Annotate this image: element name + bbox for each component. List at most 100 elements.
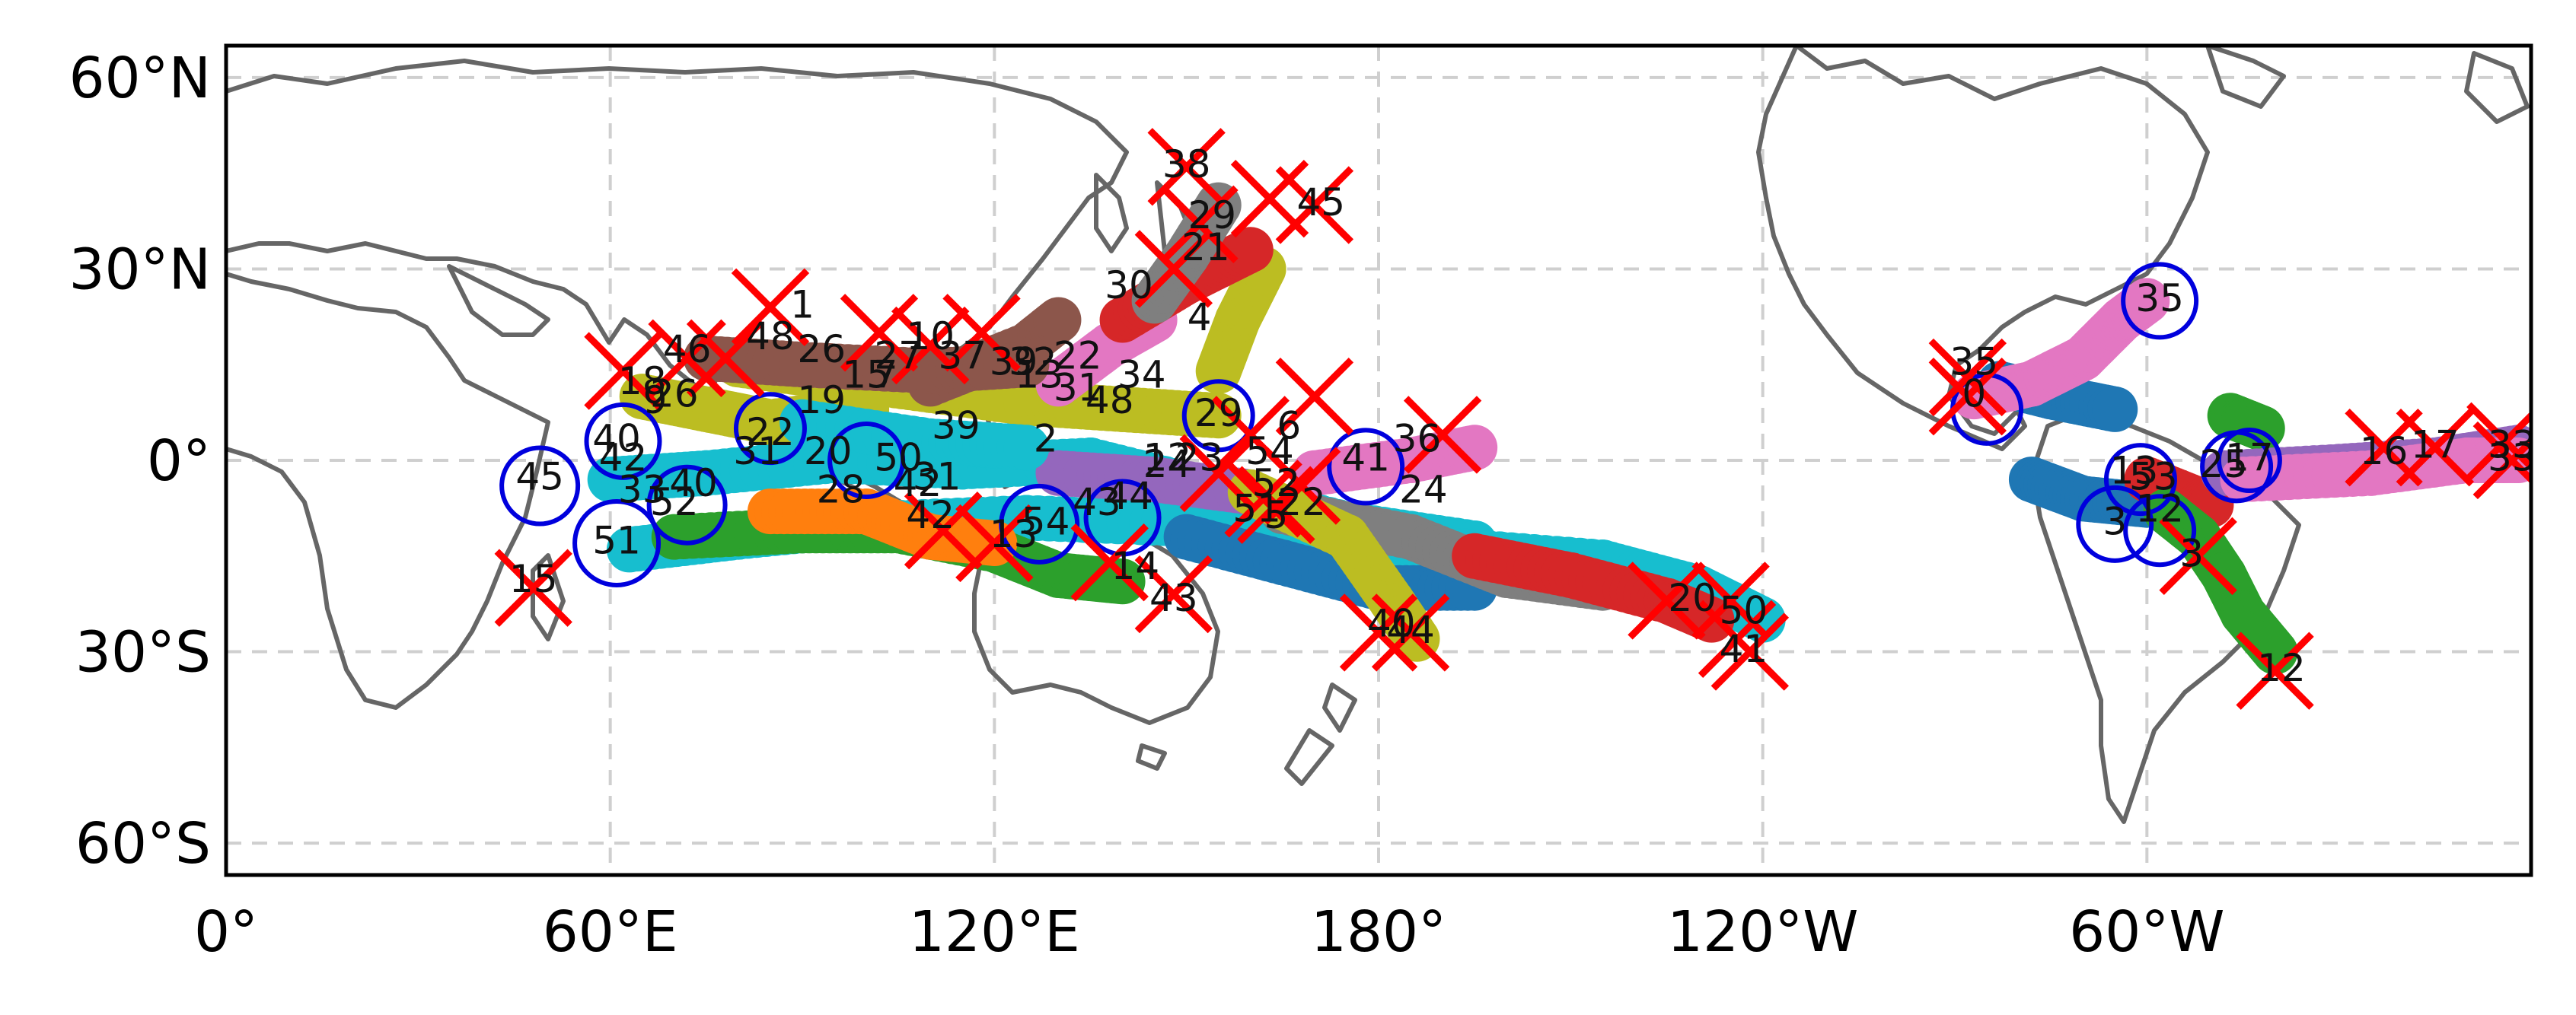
lysis-x-stroke xyxy=(1371,593,1450,672)
track-id-label: 33 xyxy=(2488,423,2536,467)
lysis-x-stroke xyxy=(840,294,919,372)
track-id-label: 34 xyxy=(1117,353,1166,397)
track-point xyxy=(1003,342,1050,388)
lysis-x-stroke xyxy=(1179,434,1258,512)
track-id-label: 46 xyxy=(663,327,712,371)
track-point xyxy=(1195,393,1242,439)
lysis-x-marker xyxy=(955,504,1034,583)
track-id-label: 45 xyxy=(1296,180,1345,224)
y-tick-label: 30°N xyxy=(69,237,211,302)
lysis-x-marker xyxy=(1134,230,1213,308)
track-id-label: 44 xyxy=(1386,608,1435,652)
lysis-x-marker xyxy=(2472,421,2531,500)
track-id-label: 32 xyxy=(1009,340,1057,384)
track-id-label: 33 xyxy=(2488,436,2536,480)
lysis-x-marker xyxy=(1237,466,1315,544)
lysis-x-marker xyxy=(1160,185,1239,263)
lysis-x-stroke xyxy=(1710,612,1790,691)
lysis-x-marker xyxy=(1275,357,1354,436)
lysis-x-stroke xyxy=(1691,562,1770,640)
track-id-label: 48 xyxy=(1086,378,1134,422)
lysis-x-marker xyxy=(1371,593,1450,672)
x-tick-label: 180° xyxy=(1311,899,1446,965)
track-id-label: 15 xyxy=(509,557,558,601)
lysis-x-stroke xyxy=(1134,555,1213,634)
lysis-x-stroke xyxy=(1275,357,1354,436)
storm-track xyxy=(1195,246,1286,394)
track-id-label: 31 xyxy=(733,429,782,473)
lysis-x-stroke xyxy=(1339,593,1418,672)
track-id-label: 43 xyxy=(1073,480,1121,524)
track-id-label: 35 xyxy=(2135,276,2184,320)
axis-tick-labels: 0° 60°E 120°E 180° 120°W 60°W60°N30°N0°30°S60… xyxy=(69,46,2224,965)
lysis-x-marker xyxy=(904,492,983,570)
y-tick-label: 0° xyxy=(147,428,211,494)
lysis-x-marker xyxy=(686,319,765,398)
track-id-label: 28 xyxy=(817,467,866,511)
track-id-label: 20 xyxy=(804,429,853,473)
lysis-x-marker xyxy=(1339,593,1418,672)
x-tick-label: 0° xyxy=(194,899,258,965)
track-id-label: 31 xyxy=(1054,365,1102,409)
lysis-x-stroke xyxy=(1928,357,2007,436)
track-id-label: 14 xyxy=(1111,544,1160,588)
track-id-label: 18 xyxy=(618,359,667,403)
lysis-x-marker xyxy=(1134,555,1213,634)
track-id-label: 13 xyxy=(990,512,1038,556)
track-id-label: 40 xyxy=(592,416,641,460)
track-point xyxy=(1003,425,1050,471)
genesis-circle-marker xyxy=(2123,494,2197,568)
track-id-label: 33 xyxy=(618,467,667,511)
track-point xyxy=(2124,278,2170,324)
lysis-x-marker xyxy=(494,549,572,627)
track-id-label: 48 xyxy=(746,314,795,358)
lysis-x-marker xyxy=(1928,338,2007,417)
track-id-label: 17 xyxy=(2411,423,2460,467)
track-id-label: 23 xyxy=(1175,436,1224,480)
lysis-x-marker xyxy=(731,268,810,346)
y-tick-label: 60°N xyxy=(69,46,211,111)
track-id-label: 3 xyxy=(2179,531,2204,575)
x-tick-label: 60°W xyxy=(2069,899,2224,965)
lysis-x-stroke xyxy=(955,504,1034,583)
lysis-x-stroke xyxy=(1211,396,1290,474)
coastlines xyxy=(226,46,2530,824)
track-point xyxy=(2092,386,2138,432)
track-id-label: 54 xyxy=(1245,429,1294,473)
track-point xyxy=(1227,227,1274,273)
lysis-x-stroke xyxy=(904,492,983,570)
storm-track xyxy=(2143,488,2298,675)
lysis-x-marker xyxy=(1928,357,2007,436)
track-id-label: 10 xyxy=(906,314,955,358)
lysis-x-stroke xyxy=(2159,517,2237,595)
track-id-label: 26 xyxy=(797,327,846,371)
track-id-label: 51 xyxy=(592,519,641,563)
track-id-label: 24 xyxy=(1399,467,1448,511)
track-id-label: 50 xyxy=(874,436,923,480)
track-id-label: 3 xyxy=(2103,499,2127,543)
lysis-x-stroke xyxy=(731,268,810,346)
lysis-x-stroke xyxy=(2236,632,2314,710)
track-id-label: 39 xyxy=(990,340,1038,384)
track-id-label: 22 xyxy=(1277,480,1326,524)
lysis-x-stroke xyxy=(1134,230,1213,308)
genesis-circle-marker xyxy=(499,445,581,527)
lysis-x-marker xyxy=(2159,517,2237,595)
track-id-label: 1 xyxy=(790,282,815,326)
lysis-x-marker xyxy=(584,332,662,410)
genesis-circle-marker xyxy=(584,402,662,480)
track-id-label: 29 xyxy=(1194,391,1243,435)
genesis-circle-marker xyxy=(646,464,728,546)
track-id-label: 42 xyxy=(894,461,942,505)
track-id-label: 52 xyxy=(1252,461,1301,505)
track-id-label: 39 xyxy=(932,404,980,448)
track-point xyxy=(1035,297,1082,343)
track-id-label: 50 xyxy=(1720,589,1768,633)
track-id-label: 9 xyxy=(643,378,668,422)
track-id-label: 53 xyxy=(2129,455,2178,499)
track-id-label: 52 xyxy=(650,480,699,524)
lysis-x-stroke xyxy=(1403,396,1482,474)
track-id-label: 24 xyxy=(1143,442,1192,486)
track-id-label: 13 xyxy=(2110,448,2159,492)
